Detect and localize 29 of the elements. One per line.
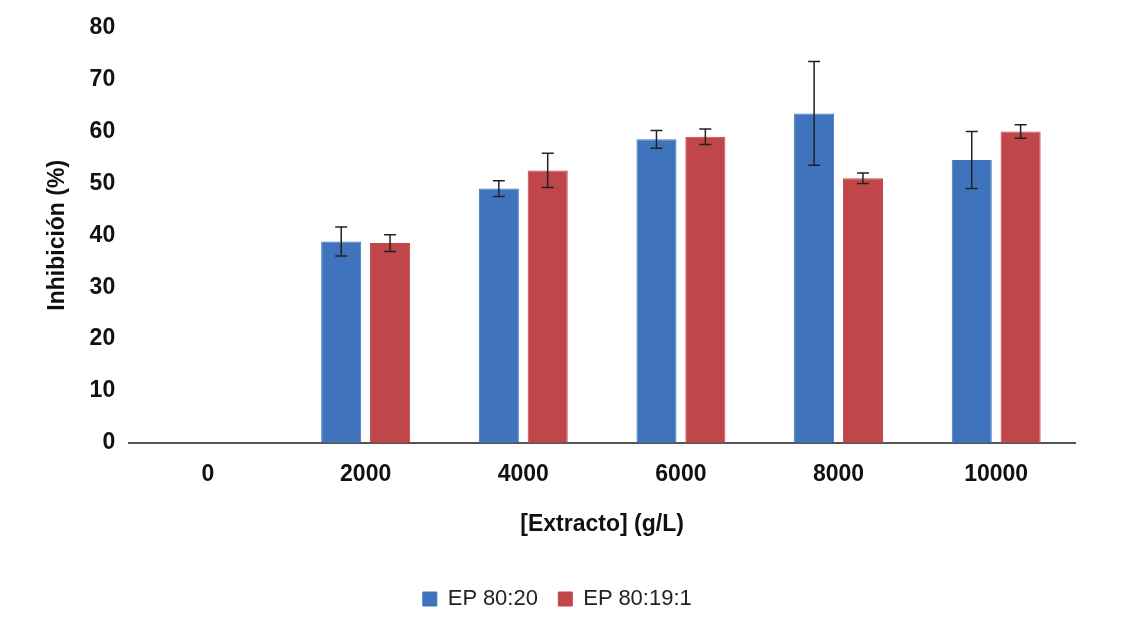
bar	[370, 243, 411, 443]
x-tick-label: 2000	[340, 459, 392, 486]
bar	[1000, 131, 1041, 443]
bar	[842, 178, 884, 443]
x-tick-label: 4000	[497, 459, 549, 486]
bar	[527, 170, 568, 443]
y-tick-label: 30	[89, 272, 116, 299]
bar	[685, 136, 726, 443]
y-tick-label: 40	[89, 220, 116, 247]
bar	[794, 113, 835, 443]
x-tick-label: 0	[201, 459, 215, 486]
y-tick-label: 80	[89, 13, 116, 40]
x-tick-label: 6000	[655, 459, 707, 486]
x-tick-label: 10000	[964, 459, 1029, 486]
bar	[321, 241, 362, 443]
x-tick-label: 8000	[812, 459, 865, 486]
bar	[951, 160, 992, 443]
y-tick-label: 10	[89, 376, 116, 403]
y-axis-title: Inhibición (%)	[43, 159, 70, 311]
y-tick-label: 70	[89, 65, 116, 92]
legend-label: EP 80:19:1	[583, 585, 692, 611]
y-tick-label: 0	[102, 428, 116, 455]
y-tick-label: 60	[89, 116, 116, 143]
y-tick-label: 50	[89, 168, 116, 195]
x-axis-title: [Extracto] (g/L)	[520, 509, 684, 536]
y-tick-label: 20	[89, 324, 116, 351]
legend-label: EP 80:20	[447, 585, 538, 611]
bar	[636, 139, 677, 443]
bar	[478, 188, 519, 443]
